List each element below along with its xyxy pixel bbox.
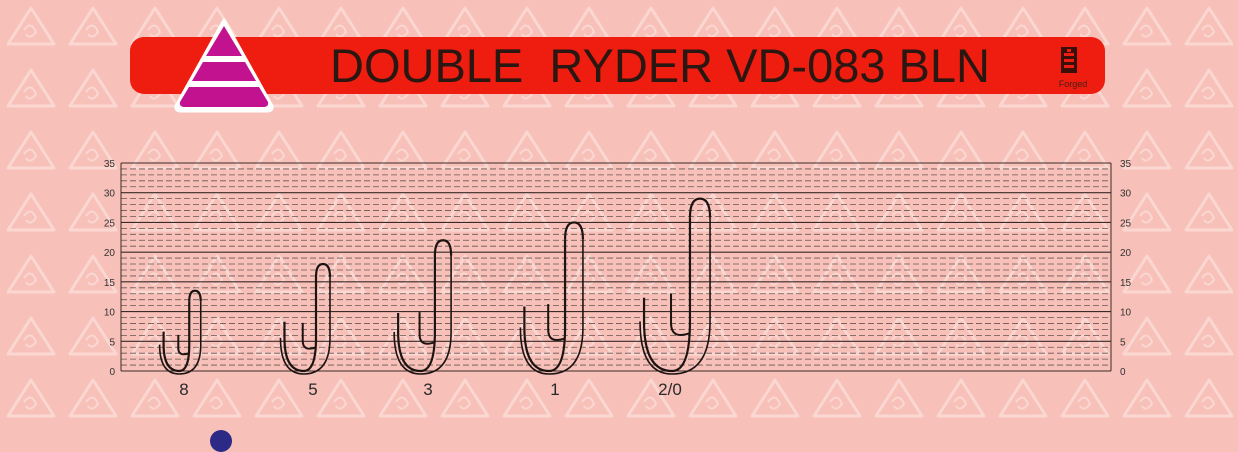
y-tick-label-left: 5 xyxy=(109,337,115,348)
hook-inner-bend xyxy=(670,293,691,337)
hook-bend xyxy=(397,255,436,373)
hook-eye xyxy=(188,289,202,302)
size-label-1: 1 xyxy=(550,380,559,399)
y-tick-label-left: 15 xyxy=(104,278,116,289)
hook-bend-outline xyxy=(393,255,452,375)
hook-inner-bend xyxy=(301,322,317,350)
hook-eye xyxy=(688,197,712,218)
forged-badge-icon xyxy=(1061,47,1077,73)
y-tick-label-right: 15 xyxy=(1120,278,1132,289)
page-title: DOUBLE RYDER VD-083 BLN xyxy=(330,39,990,92)
y-axis-right: 0 5 10 15 20 25 30 35 xyxy=(1120,159,1132,378)
hook-bend-outline xyxy=(519,239,584,375)
y-tick-label-left: 0 xyxy=(109,367,115,378)
hook-inner-bend xyxy=(418,312,436,345)
hook-eye xyxy=(563,221,585,240)
forged-label: Forged xyxy=(1058,79,1088,89)
y-tick-label-right: 30 xyxy=(1120,189,1132,200)
y-tick-label-right: 0 xyxy=(1120,367,1126,378)
hook-bend-outline xyxy=(639,217,711,375)
size-label-3: 3 xyxy=(423,380,432,399)
chart-grid xyxy=(120,162,1112,372)
hook-2/0 xyxy=(639,197,712,375)
y-tick-label-left: 30 xyxy=(104,189,116,200)
y-tick-label-left: 20 xyxy=(104,248,116,259)
hook-inner-bend xyxy=(177,334,190,356)
hook-bend-outline xyxy=(279,277,331,375)
title-banner xyxy=(130,37,1105,94)
y-axis-left: 0 5 10 15 20 25 30 35 xyxy=(104,159,116,378)
y-tick-label-left: 25 xyxy=(104,218,116,229)
hook-1 xyxy=(519,221,585,375)
hook-5 xyxy=(279,262,332,375)
size-chart: 0 5 10 15 20 25 30 35 0 5 10 15 20 25 30 35 8 5 3 1 2/0 xyxy=(104,159,1132,399)
hook-bend-outline xyxy=(158,301,202,375)
hook-eye xyxy=(433,239,453,256)
hook-8 xyxy=(158,289,202,375)
y-tick-label-left: 35 xyxy=(104,159,116,170)
y-tick-label-right: 5 xyxy=(1120,337,1126,348)
y-tick-label-right: 25 xyxy=(1120,218,1132,229)
hook-3 xyxy=(393,239,453,375)
y-tick-label-right: 20 xyxy=(1120,248,1132,259)
y-tick-label-right: 10 xyxy=(1120,308,1132,319)
size-label-8: 8 xyxy=(179,380,188,399)
blue-dot-icon xyxy=(210,430,232,452)
hook-eye xyxy=(314,262,332,278)
size-label-2/0: 2/0 xyxy=(658,380,682,399)
y-tick-label-right: 35 xyxy=(1120,159,1132,170)
hook-bend xyxy=(283,277,318,373)
size-labels: 8 5 3 1 2/0 xyxy=(179,380,682,399)
triangle-stack-logo-icon xyxy=(174,18,274,113)
hook-bend xyxy=(642,217,692,373)
size-label-5: 5 xyxy=(308,380,317,399)
y-tick-label-left: 10 xyxy=(104,308,116,319)
hook-inner-bend xyxy=(547,304,566,341)
hooks xyxy=(158,197,712,375)
hook-bend xyxy=(523,239,567,373)
